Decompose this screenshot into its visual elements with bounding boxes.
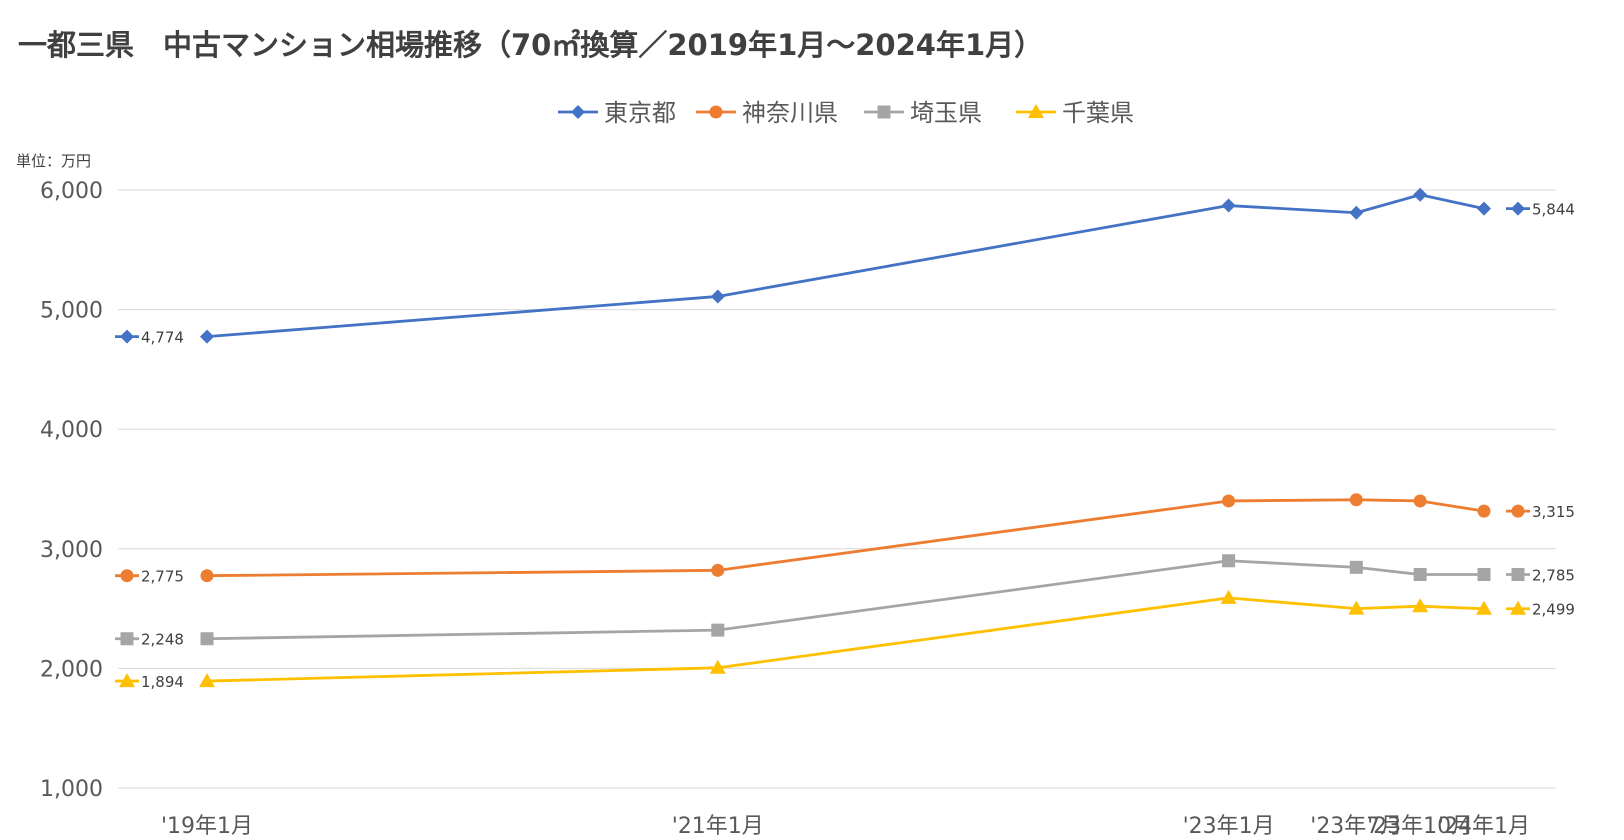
end-data-label: 2,785: [1506, 567, 1575, 585]
data-point: [1349, 560, 1363, 574]
end-label-text: 2,785: [1532, 567, 1575, 585]
y-tick-label: 2,000: [40, 657, 103, 682]
end-label-text: 3,315: [1532, 503, 1575, 521]
data-point: [199, 673, 215, 688]
y-axis: 1,000 2,000 3,000 4,000 5,000 6,000: [40, 179, 103, 802]
y-tick-label: 3,000: [40, 538, 103, 563]
data-point: [1220, 589, 1237, 604]
data-point: [711, 623, 725, 637]
series-line: [206, 596, 1485, 683]
y-tick-label: 4,000: [40, 418, 103, 443]
end-data-label: 2,499: [1506, 600, 1575, 619]
end-data-label: 3,315: [1506, 503, 1575, 521]
legend-item: 東京都: [558, 99, 676, 127]
data-point: [1222, 554, 1236, 568]
y-tick-label: 5,000: [40, 299, 103, 324]
series-3: 2,248 2,785: [115, 554, 1575, 649]
legend-item: 神奈川県: [696, 99, 838, 127]
series-4: 1,894 2,499: [115, 589, 1575, 691]
gridlines: [118, 189, 1556, 789]
end-data-label: 5,844: [1506, 201, 1575, 219]
series-2: 2,775 3,315: [115, 493, 1575, 586]
data-point: [1413, 494, 1427, 508]
data-point: [1222, 494, 1236, 508]
legend-marker: [1028, 104, 1044, 118]
start-data-label: 2,248: [115, 631, 184, 649]
series-line: [206, 498, 1485, 578]
legend-item: 千葉県: [1016, 99, 1134, 127]
x-tick-label: '23年7月: [1310, 814, 1402, 839]
chart-title: 一都三県 中古マンション相場推移（70㎡換算／2019年1月～2024年1月）: [18, 28, 1044, 62]
data-point: [1349, 493, 1363, 507]
end-label-text: 2,499: [1532, 601, 1575, 619]
data-point: [1477, 201, 1491, 216]
x-axis: '19年1月 '21年1月 '23年1月 '23年7月'23年10月'24年1月: [161, 814, 1530, 839]
data-point: [711, 563, 725, 577]
legend-label: 埼玉県: [910, 99, 982, 127]
legend: 東京都 神奈川県 埼玉県 千葉県: [558, 99, 1134, 127]
start-data-label: 2,775: [115, 568, 184, 586]
legend-item: 埼玉県: [864, 99, 982, 127]
data-point: [200, 569, 214, 583]
data-point: [1477, 504, 1491, 518]
data-point: [710, 289, 725, 304]
data-point: [1348, 600, 1365, 615]
start-label-text: 2,248: [141, 631, 184, 649]
legend-marker: [877, 105, 891, 119]
legend-label: 神奈川県: [742, 99, 838, 127]
legend-label: 東京都: [604, 99, 676, 127]
end-label-marker: [1511, 201, 1525, 216]
data-point: [1349, 205, 1364, 220]
end-label-text: 5,844: [1532, 201, 1575, 219]
end-label-marker: [1510, 600, 1526, 615]
start-label-text: 4,774: [141, 329, 184, 347]
legend-marker: [709, 105, 723, 119]
start-label-marker: [119, 673, 135, 688]
start-label-marker: [120, 329, 134, 344]
start-label-text: 2,775: [141, 568, 184, 586]
x-tick-label: '23年1月: [1183, 814, 1275, 839]
data-point: [1412, 598, 1429, 613]
data-point: [1477, 568, 1491, 582]
x-tick-label: '23年10月: [1367, 814, 1473, 839]
x-tick-label: '21年1月: [672, 814, 764, 839]
legend-label: 千葉県: [1062, 99, 1134, 127]
start-label-marker: [120, 632, 134, 646]
data-point: [1476, 600, 1492, 615]
series-layer: 4,774 5,844 2,775 3,315 2,248 2,785 1,894 2,499: [115, 187, 1575, 691]
data-point: [709, 659, 726, 674]
start-data-label: 1,894: [115, 673, 184, 691]
y-tick-label: 1,000: [40, 777, 103, 802]
start-label-text: 1,894: [141, 673, 184, 691]
start-data-label: 4,774: [115, 329, 184, 347]
end-label-marker: [1511, 504, 1525, 518]
data-point: [1413, 187, 1428, 202]
start-label-marker: [120, 569, 134, 583]
data-point: [1413, 568, 1427, 582]
legend-marker: [571, 105, 585, 119]
end-label-marker: [1511, 568, 1525, 582]
series-line: [206, 559, 1484, 641]
data-point: [1221, 198, 1236, 213]
data-point: [200, 632, 214, 646]
series-1: 4,774 5,844: [115, 187, 1575, 347]
unit-label: 単位：万円: [16, 152, 91, 170]
x-tick-label: '24年1月: [1438, 814, 1530, 839]
data-point: [200, 329, 214, 344]
y-tick-label: 6,000: [40, 179, 103, 204]
series-line: [206, 193, 1485, 339]
x-tick-label: '19年1月: [161, 814, 253, 839]
